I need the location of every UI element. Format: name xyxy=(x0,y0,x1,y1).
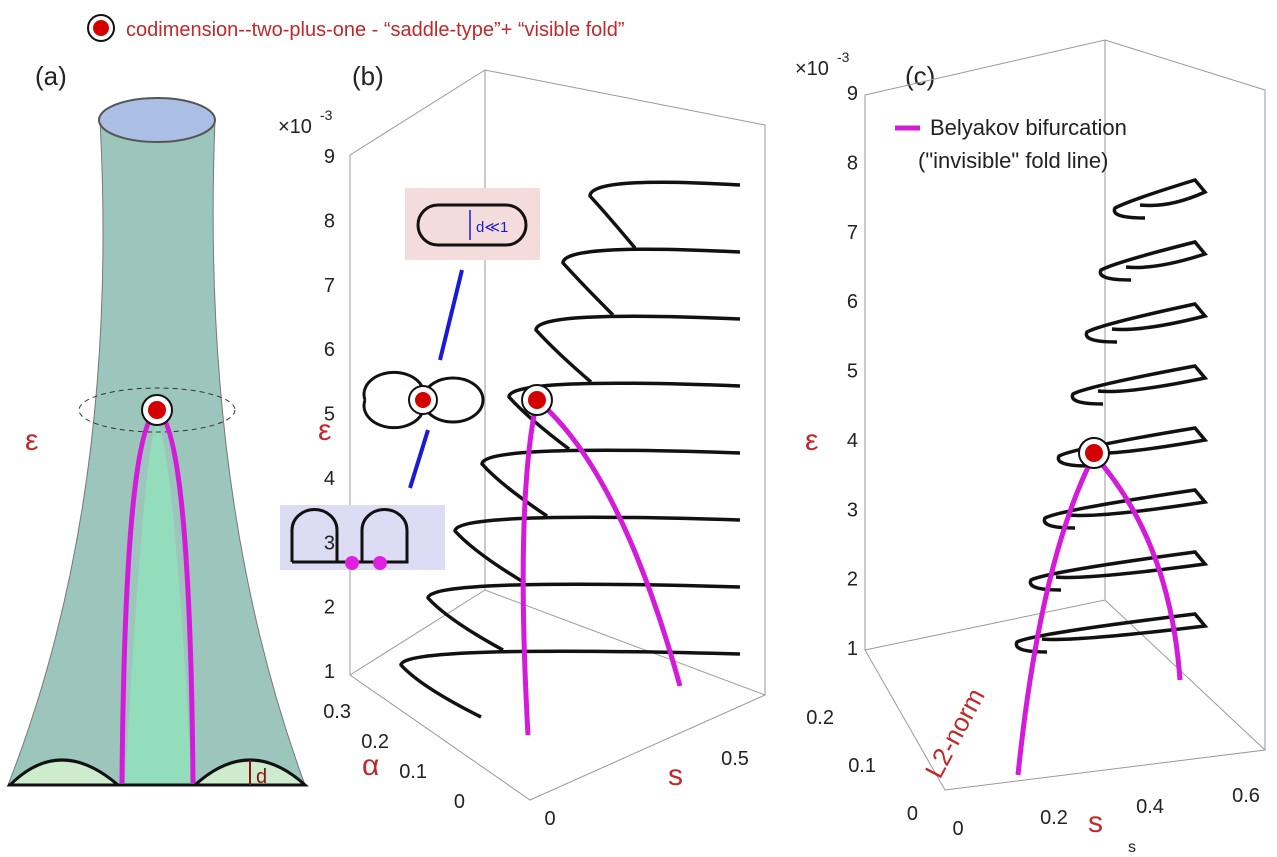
curve xyxy=(482,450,740,516)
exponent-base: ×10 xyxy=(278,116,312,138)
exponent: -3 xyxy=(320,107,333,123)
curve xyxy=(428,584,740,650)
z-tick-label: 6 xyxy=(847,291,858,313)
s-tick-label: 0.4 xyxy=(1136,796,1164,818)
s-tick-label: 0.2 xyxy=(1040,807,1068,829)
s-tick-label: 0.6 xyxy=(1232,785,1260,807)
arrow xyxy=(410,430,428,488)
z-tick-label: 7 xyxy=(847,222,858,244)
z-tick-label: 5 xyxy=(847,361,858,383)
marker-core xyxy=(148,401,166,419)
inset xyxy=(405,188,540,260)
panel-a: (a) d ε xyxy=(8,61,305,788)
z-tick-label: 9 xyxy=(324,146,335,168)
panel-label: (a) xyxy=(35,61,67,91)
curve xyxy=(590,182,740,248)
header-legend: codimension--two-plus-one - “saddle-type… xyxy=(126,19,625,41)
l2-tick-label: 0 xyxy=(907,803,918,825)
alpha-tick-label: 0.3 xyxy=(323,701,351,723)
s-label: s xyxy=(668,759,683,792)
l2-tick-label: 0.1 xyxy=(848,755,876,777)
panel-label: (c) xyxy=(905,61,935,91)
figure: codimension--two-plus-one - “saddle-type… xyxy=(0,0,1277,857)
legend-marker-core xyxy=(93,20,109,36)
z-tick-label: 2 xyxy=(847,569,858,591)
l2-label: L2-norm xyxy=(919,683,991,783)
z-tick-label: 1 xyxy=(324,661,335,683)
axes-box xyxy=(350,70,765,800)
curve xyxy=(1086,304,1205,342)
z-tick-label: 3 xyxy=(847,499,858,521)
fold-line xyxy=(1018,455,1094,775)
panel-c: (c) ×10 -3 Belyakov bifurcation ("invisi… xyxy=(795,40,1265,856)
s-label: s xyxy=(1088,806,1103,839)
z-tick-label: 7 xyxy=(324,275,335,297)
alpha-tick-label: 0.1 xyxy=(399,761,427,783)
axis-label: ε xyxy=(25,424,38,457)
inset-label: d≪1 xyxy=(476,219,508,236)
curve xyxy=(455,517,740,583)
z-tick-label: 5 xyxy=(324,404,335,426)
z-tick-label: 9 xyxy=(847,83,858,105)
z-tick-label: 2 xyxy=(324,597,335,619)
panel-b: (b) ×10 -3 ε α s d≪1 12345678900.10.20.3… xyxy=(278,61,765,830)
curve xyxy=(1072,366,1205,404)
z-tick-label: 8 xyxy=(324,210,335,232)
alpha-tick-label: 0 xyxy=(454,791,465,813)
z-tick-label: 4 xyxy=(324,468,335,490)
s-tick-label: 0 xyxy=(952,818,963,840)
s-tick-label: 0 xyxy=(544,808,555,830)
z-tick-label: 4 xyxy=(847,430,858,452)
curve xyxy=(563,249,740,315)
exponent: -3 xyxy=(837,49,850,65)
s-tick-label: 0.5 xyxy=(721,748,749,770)
z-label: ε xyxy=(805,424,818,457)
l2-tick-label: 0.2 xyxy=(806,707,834,729)
dot xyxy=(373,556,387,570)
panel-label: (b) xyxy=(352,61,384,91)
top-cap xyxy=(99,98,215,142)
legend-text: ("invisible" fold line) xyxy=(918,148,1108,173)
curve xyxy=(1100,242,1205,280)
z-tick-label: 8 xyxy=(847,152,858,174)
curve xyxy=(536,316,740,382)
d-label: d xyxy=(256,766,267,788)
curve xyxy=(1114,180,1205,218)
s-subscript: s xyxy=(1128,839,1136,856)
alpha-label: α xyxy=(362,749,379,782)
legend-text: Belyakov bifurcation xyxy=(930,115,1127,140)
alpha-tick-label: 0.2 xyxy=(361,731,389,753)
z-tick-label: 6 xyxy=(324,339,335,361)
exponent-base: ×10 xyxy=(795,58,829,80)
dot xyxy=(345,556,359,570)
marker-core xyxy=(1085,444,1103,462)
z-tick-label: 1 xyxy=(847,638,858,660)
curve xyxy=(401,651,740,717)
arrow xyxy=(440,270,462,360)
z-tick-label: 3 xyxy=(324,532,335,554)
marker-core xyxy=(415,392,431,408)
marker-core xyxy=(528,391,546,409)
